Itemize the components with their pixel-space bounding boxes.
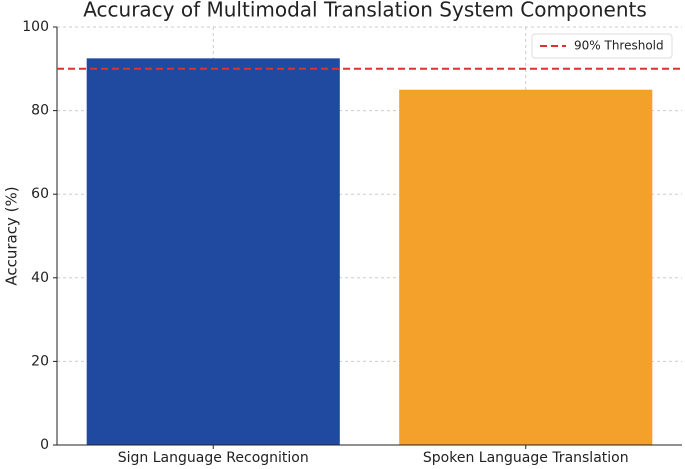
y-tick-label: 20	[31, 353, 49, 369]
y-tick-label: 80	[31, 103, 49, 119]
x-tick-label: Spoken Language Translation	[423, 450, 629, 466]
legend-box	[531, 33, 673, 59]
chart-title: Accuracy of Multimodal Translation Syste…	[83, 0, 647, 22]
x-tick-label: Sign Language Recognition	[118, 450, 309, 466]
y-tick-label: 60	[31, 186, 49, 202]
y-tick-label: 0	[40, 437, 49, 453]
legend-label: 90% Threshold	[574, 39, 664, 53]
bar	[86, 58, 340, 445]
bar	[399, 89, 653, 445]
y-tick-label: 40	[31, 270, 49, 286]
y-tick-label: 100	[22, 19, 49, 35]
y-axis-label: Accuracy (%)	[3, 186, 21, 285]
